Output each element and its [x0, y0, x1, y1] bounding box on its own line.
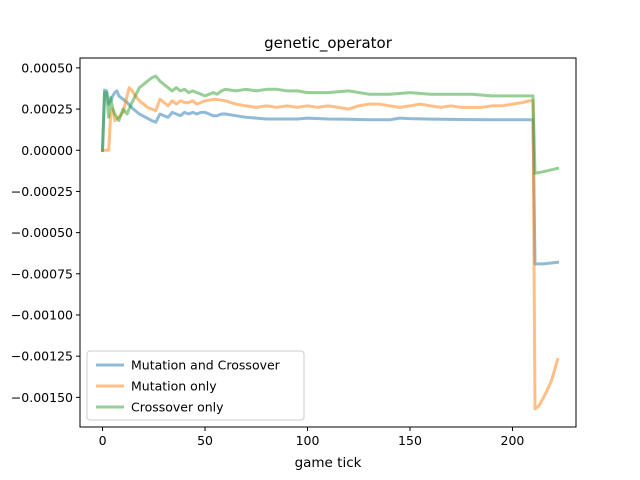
y-tick-label: −0.00125 [11, 349, 73, 364]
x-axis-label: game tick [295, 455, 362, 471]
y-tick-label: 0.00025 [21, 102, 73, 117]
x-axis: 0 50 100 150 200 [99, 427, 525, 448]
y-tick-label: −0.00075 [11, 266, 73, 281]
y-tick-label: −0.00150 [11, 390, 73, 405]
y-axis: 0.00050 0.00025 0.00000 −0.00025 −0.00050 −0.… [11, 60, 80, 405]
x-tick-label: 50 [197, 433, 213, 448]
series-line-2 [101, 86, 560, 411]
y-tick-label: 0.00050 [21, 60, 73, 75]
x-tick-label: 0 [99, 433, 107, 448]
legend-label: Mutation only [131, 379, 217, 394]
chart-title: genetic_operator [264, 34, 393, 53]
y-tick-label: −0.00025 [11, 184, 73, 199]
legend: Mutation and Crossover Mutation only Cross… [86, 350, 305, 421]
legend-label: Mutation and Crossover [131, 358, 281, 373]
y-tick-label: −0.00050 [11, 225, 73, 240]
x-tick-label: 200 [501, 433, 525, 448]
series-line-1 [100, 88, 560, 266]
legend-label: Crossover only [131, 400, 224, 415]
plot-area [100, 74, 560, 411]
x-tick-label: 150 [398, 433, 422, 448]
y-tick-label: −0.00100 [11, 307, 73, 322]
series-line-3 [100, 74, 560, 175]
legend-box [86, 350, 305, 421]
axes-frame [79, 57, 577, 428]
x-tick-label: 100 [296, 433, 320, 448]
y-tick-label: 0.00000 [21, 143, 73, 158]
